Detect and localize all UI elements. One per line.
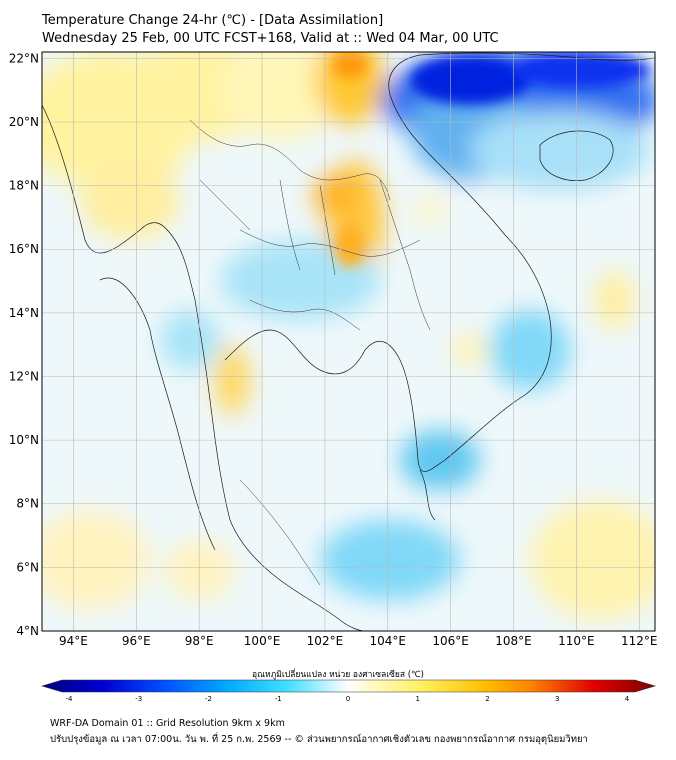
colorbar-bar (40, 679, 657, 693)
colorbar-ticks: -4 -3 -2 -1 0 1 2 3 4 (66, 695, 630, 703)
latitude-labels: 22°N 20°N 18°N 16°N 14°N 12°N 10°N 8°N 6°N 4°N (9, 51, 39, 638)
map-subtitle: Wednesday 25 Feb, 00 UTC FCST+168, Valid… (42, 31, 499, 46)
lon-label: 94°E (59, 634, 88, 648)
colorbar-tick-label: 2 (485, 695, 489, 703)
colorbar-tick-label: 0 (346, 695, 350, 703)
colorbar: -4 -3 -2 -1 0 1 2 3 4 (40, 679, 657, 703)
gridlines (42, 52, 655, 632)
lat-label: 16°N (9, 242, 39, 256)
lon-label: 98°E (185, 634, 214, 648)
longitude-labels: 94°E 96°E 98°E 100°E 102°E 104°E 106°E 108°E 110… (59, 634, 658, 648)
colorbar-tick-label: 3 (555, 695, 559, 703)
lon-label: 96°E (122, 634, 151, 648)
colorbar-tick-label: -3 (135, 695, 142, 703)
colorbar-tick-label: 4 (625, 695, 630, 703)
lat-label: 20°N (9, 115, 39, 129)
lon-label: 108°E (495, 634, 532, 648)
lat-label: 6°N (16, 560, 39, 574)
lat-label: 14°N (9, 306, 39, 320)
lat-label: 12°N (9, 369, 39, 383)
map-title: Temperature Change 24-hr (℃) - [Data Ass… (42, 13, 384, 28)
lat-label: 4°N (16, 624, 39, 638)
lon-label: 100°E (244, 634, 281, 648)
lat-label: 10°N (9, 433, 39, 447)
lon-label: 106°E (432, 634, 469, 648)
lon-label: 110°E (558, 634, 595, 648)
colorbar-tick-label: -1 (275, 695, 282, 703)
lat-label: 8°N (16, 497, 39, 511)
temperature-field (42, 52, 655, 631)
colorbar-tick-label: -2 (205, 695, 212, 703)
lon-label: 104°E (370, 634, 407, 648)
lon-label: 112°E (621, 634, 658, 648)
colorbar-label: อุณหภูมิเปลี่ยนแปลง หน่วย องศาเซลเซียส (… (252, 670, 424, 680)
coastline-lines (42, 52, 655, 631)
colorbar-tick-label: 1 (416, 695, 420, 703)
lat-label: 22°N (9, 51, 39, 65)
lon-label: 102°E (307, 634, 344, 648)
lat-label: 18°N (9, 179, 39, 193)
footer-resolution: WRF-DA Domain 01 :: Grid Resolution 9km … (50, 718, 285, 729)
colorbar-tick-label: -4 (66, 695, 74, 703)
footer-credit: ปรับปรุงข้อมูล ณ เวลา 07:00น. วัน พ. ที่… (50, 734, 588, 745)
map-frame (41, 51, 656, 632)
